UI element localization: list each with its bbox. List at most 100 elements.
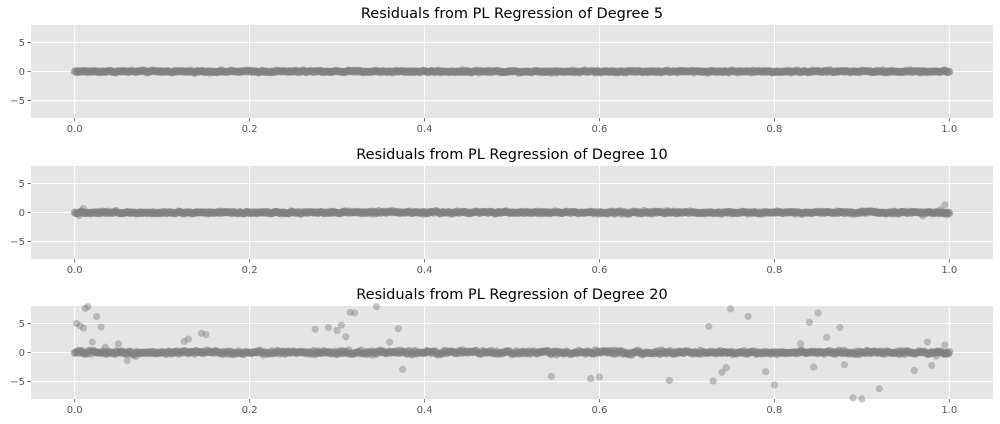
- outlier-point: [202, 330, 210, 339]
- data-points: [70, 66, 954, 77]
- outlier-point: [88, 338, 96, 346]
- chart-title: Residuals from PL Regression of Degree 2…: [356, 287, 668, 303]
- outlier-point: [123, 357, 131, 365]
- outlier-point: [97, 323, 105, 331]
- outlier-point: [333, 326, 341, 335]
- x-tick-label: 0.6: [592, 124, 608, 135]
- y-tick-label: 5: [19, 319, 25, 330]
- outlier-point: [797, 340, 805, 348]
- outlier-point: [595, 373, 604, 381]
- outlier-point: [836, 323, 844, 332]
- outlier-point: [762, 368, 770, 376]
- outlier-point: [840, 361, 848, 369]
- x-tick-label: 0.0: [67, 405, 83, 416]
- chart-title: Residuals from PL Regression of Degree 1…: [356, 147, 668, 163]
- outlier-point: [587, 375, 595, 383]
- tick-labels: 0.0 0.2 0.4 0.6 0.8 1.0 5 0 −5: [10, 179, 957, 276]
- outlier-point: [337, 321, 346, 329]
- subplot-degree-5: 0.0 0.2 0.4 0.6 0.8 1.0 5 0 −5 Residuals from PL…: [10, 6, 993, 135]
- subplot-degree-10: 0.0 0.2 0.4 0.6 0.8 1.0 5 0 −5 Residuals from PL…: [10, 147, 993, 276]
- outlier-point: [385, 338, 394, 346]
- x-tick-label: 1.0: [941, 124, 957, 135]
- outlier-point: [394, 325, 402, 333]
- y-tick-label: 5: [19, 179, 25, 190]
- x-tick-label: 1.0: [941, 265, 957, 276]
- outlier-point: [92, 312, 101, 321]
- outlier-point: [936, 205, 945, 214]
- outlier-point: [114, 340, 123, 348]
- outlier-point: [727, 305, 735, 313]
- outlier-point: [849, 394, 857, 402]
- outlier-point: [928, 361, 936, 369]
- x-tick-label: 0.4: [417, 265, 433, 276]
- outlier-point: [810, 363, 818, 371]
- outlier-point: [342, 333, 350, 341]
- y-tick-label: −5: [10, 377, 25, 388]
- outlier-point: [399, 365, 407, 373]
- residual-point: [945, 348, 954, 357]
- outlier-point: [350, 309, 359, 317]
- outlier-point: [941, 201, 949, 209]
- outlier-point: [943, 211, 952, 219]
- y-tick-label: −5: [10, 96, 25, 107]
- x-tick-label: 0.2: [242, 265, 258, 276]
- y-tick-label: −5: [10, 237, 25, 248]
- y-tick-label: 0: [19, 348, 25, 359]
- outlier-point: [72, 319, 81, 328]
- outlier-point: [665, 376, 674, 384]
- outlier-point: [705, 322, 713, 330]
- outlier-point: [101, 343, 109, 351]
- outlier-point: [718, 368, 726, 376]
- outlier-point: [770, 381, 778, 389]
- outlier-point: [372, 302, 381, 311]
- outlier-point: [814, 309, 822, 317]
- outlier-point: [76, 322, 84, 330]
- outlier-point: [79, 204, 88, 213]
- residual-point: [945, 67, 954, 76]
- outlier-point: [197, 329, 206, 337]
- outlier-point: [875, 384, 883, 393]
- outlier-point: [132, 352, 140, 361]
- data-points: [70, 201, 954, 220]
- outlier-point: [184, 335, 193, 343]
- outlier-point: [547, 372, 555, 380]
- x-tick-label: 0.8: [766, 124, 782, 135]
- subplot-degree-20: 0.0 0.2 0.4 0.6 0.8 1.0 5 0 −5 Residuals from PL…: [10, 287, 993, 416]
- y-tick-label: 5: [19, 38, 25, 49]
- outlier-point: [709, 377, 717, 385]
- outlier-point: [910, 366, 918, 375]
- x-tick-label: 0.8: [766, 265, 782, 276]
- tick-labels: 0.0 0.2 0.4 0.6 0.8 1.0 5 0 −5: [10, 38, 957, 135]
- outlier-point: [180, 337, 188, 346]
- outlier-point: [84, 302, 92, 311]
- outlier-point: [744, 312, 752, 321]
- outlier-point: [81, 304, 89, 312]
- outlier-point: [311, 325, 319, 333]
- outlier-point: [324, 323, 332, 332]
- chart-title: Residuals from PL Regression of Degree 5: [361, 6, 663, 22]
- x-tick-label: 0.4: [417, 124, 433, 135]
- x-tick-label: 0.6: [592, 265, 608, 276]
- x-tick-label: 0.4: [417, 405, 433, 416]
- outlier-point: [823, 333, 831, 341]
- outlier-point: [858, 395, 866, 403]
- outlier-point: [932, 352, 940, 360]
- outlier-point: [919, 212, 927, 220]
- outlier-point: [79, 324, 88, 332]
- data-points: [70, 302, 954, 403]
- outlier-point: [722, 364, 730, 372]
- y-tick-label: 0: [19, 67, 25, 78]
- x-tick-label: 0.2: [242, 405, 258, 416]
- residual-point: [945, 209, 954, 218]
- outlier-point: [941, 341, 949, 349]
- outlier-point: [805, 318, 813, 326]
- y-tick-label: 0: [19, 208, 25, 219]
- x-tick-label: 1.0: [941, 405, 957, 416]
- tick-labels: 0.0 0.2 0.4 0.6 0.8 1.0 5 0 −5: [10, 319, 957, 416]
- x-tick-label: 0.0: [67, 265, 83, 276]
- x-tick-label: 0.8: [766, 405, 782, 416]
- outlier-point: [923, 338, 932, 346]
- outlier-point: [75, 211, 83, 220]
- x-tick-label: 0.6: [592, 405, 608, 416]
